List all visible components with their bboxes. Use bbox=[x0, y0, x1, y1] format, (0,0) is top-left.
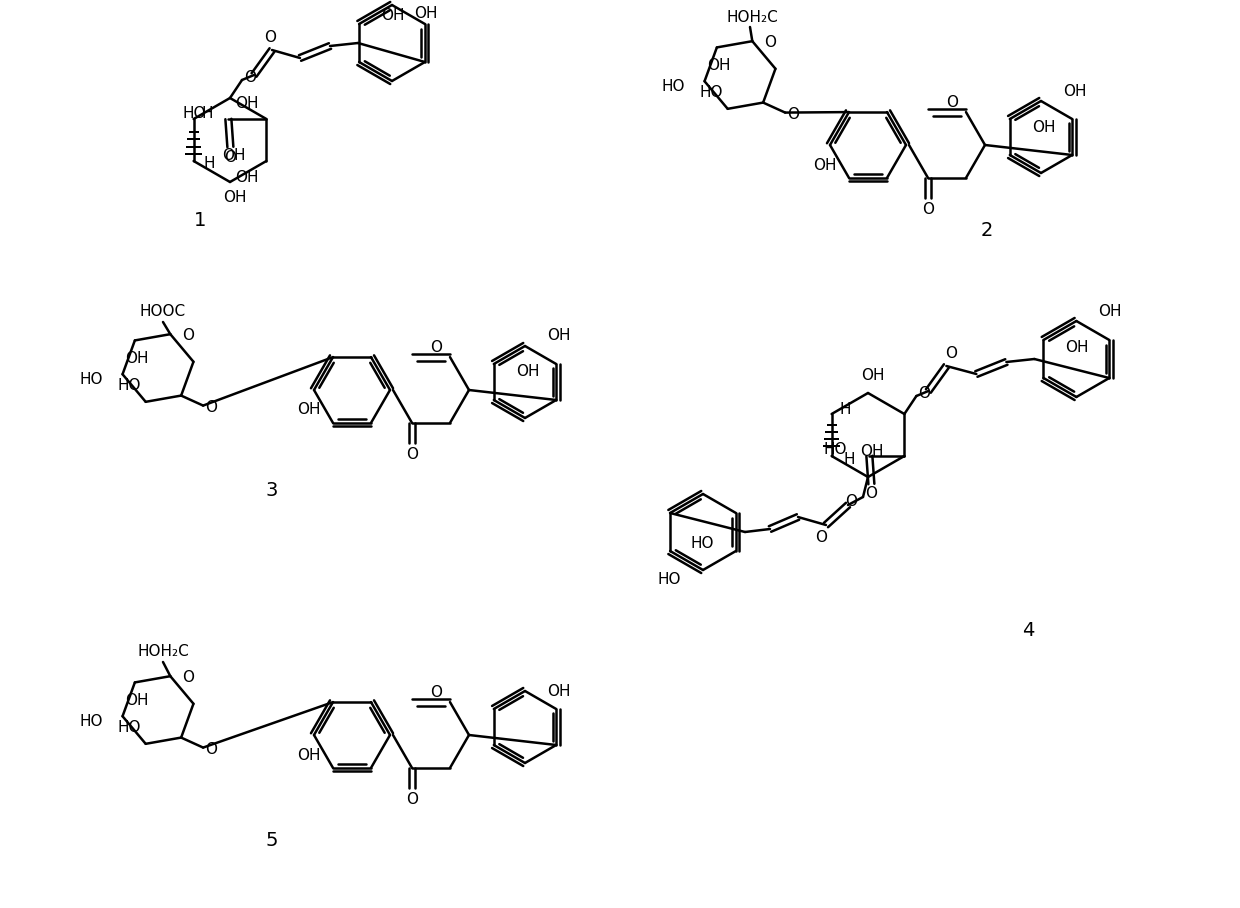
Text: O: O bbox=[264, 31, 277, 45]
Text: OH: OH bbox=[414, 5, 438, 21]
Text: HO: HO bbox=[699, 85, 723, 100]
Text: HO: HO bbox=[182, 105, 206, 121]
Text: OH: OH bbox=[1099, 303, 1122, 319]
Text: 2: 2 bbox=[981, 221, 993, 240]
Text: OH: OH bbox=[298, 747, 321, 763]
Text: 3: 3 bbox=[265, 480, 278, 499]
Text: O: O bbox=[205, 742, 217, 757]
Text: O: O bbox=[923, 202, 934, 217]
Text: 4: 4 bbox=[1022, 620, 1034, 639]
Text: HOH₂C: HOH₂C bbox=[138, 645, 188, 659]
Text: OH: OH bbox=[222, 149, 246, 163]
Text: O: O bbox=[946, 94, 959, 110]
Text: OH: OH bbox=[547, 329, 570, 343]
Text: HOOC: HOOC bbox=[140, 304, 186, 320]
Text: OH: OH bbox=[547, 684, 570, 698]
Text: O: O bbox=[182, 670, 193, 686]
Text: O: O bbox=[815, 529, 827, 545]
Text: 1: 1 bbox=[193, 211, 206, 230]
Text: O: O bbox=[244, 71, 255, 85]
Text: HO: HO bbox=[79, 714, 103, 729]
Text: OH: OH bbox=[381, 8, 404, 24]
Text: OH: OH bbox=[859, 443, 883, 459]
Text: OH: OH bbox=[125, 693, 149, 708]
Text: O: O bbox=[764, 35, 776, 51]
Text: HO: HO bbox=[691, 536, 714, 550]
Text: OH: OH bbox=[1063, 84, 1086, 98]
Text: H: H bbox=[839, 401, 852, 417]
Text: OH: OH bbox=[813, 157, 837, 173]
Text: OH: OH bbox=[234, 95, 258, 111]
Text: HO: HO bbox=[661, 79, 684, 94]
Text: OH: OH bbox=[223, 191, 247, 205]
Text: O: O bbox=[787, 107, 799, 122]
Text: O: O bbox=[182, 329, 193, 343]
Text: O: O bbox=[844, 495, 857, 509]
Text: OH: OH bbox=[516, 364, 539, 380]
Text: HO: HO bbox=[657, 573, 681, 587]
Text: HO: HO bbox=[79, 371, 103, 387]
Text: O: O bbox=[224, 150, 237, 164]
Text: H: H bbox=[203, 156, 216, 172]
Text: O: O bbox=[945, 347, 957, 361]
Text: OH: OH bbox=[234, 170, 258, 184]
Text: O: O bbox=[430, 340, 441, 355]
Text: O: O bbox=[205, 400, 217, 415]
Text: OH: OH bbox=[298, 402, 321, 418]
Text: 5: 5 bbox=[265, 831, 278, 850]
Text: O: O bbox=[919, 387, 930, 401]
Text: H: H bbox=[202, 106, 213, 122]
Text: OH: OH bbox=[862, 368, 885, 382]
Text: O: O bbox=[405, 448, 418, 462]
Text: O: O bbox=[430, 685, 441, 699]
Text: H: H bbox=[844, 451, 856, 467]
Text: HO: HO bbox=[118, 720, 140, 735]
Text: HO: HO bbox=[118, 379, 140, 393]
Text: HO: HO bbox=[823, 442, 847, 458]
Text: OH: OH bbox=[125, 350, 149, 366]
Text: O: O bbox=[866, 487, 878, 501]
Text: OH: OH bbox=[1065, 340, 1089, 356]
Text: O: O bbox=[405, 793, 418, 807]
Text: HOH₂C: HOH₂C bbox=[727, 9, 777, 25]
Text: OH: OH bbox=[1032, 120, 1055, 134]
Text: OH: OH bbox=[707, 58, 730, 73]
